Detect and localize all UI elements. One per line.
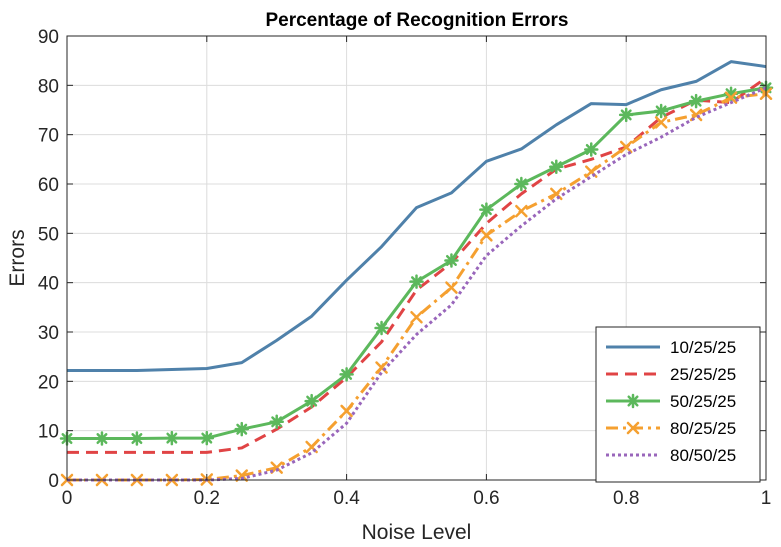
x-axis-label: Noise Level bbox=[362, 521, 472, 544]
x-tick-label: 0.8 bbox=[613, 488, 639, 509]
data-point-x bbox=[270, 461, 283, 474]
y-tick-label: 60 bbox=[38, 175, 59, 196]
legend-label-3: 50/25/25 bbox=[670, 392, 736, 411]
data-point-x bbox=[626, 421, 640, 435]
data-point-x bbox=[724, 91, 738, 104]
x-tick-label: 1 bbox=[761, 488, 772, 509]
data-point-x bbox=[340, 404, 353, 418]
chart-title: Percentage of Recognition Errors bbox=[265, 10, 568, 31]
data-point-star bbox=[625, 393, 641, 409]
data-point-star bbox=[164, 430, 180, 446]
y-tick-label: 80 bbox=[38, 76, 59, 97]
data-point-star bbox=[409, 274, 424, 289]
data-point-x bbox=[480, 229, 493, 242]
data-point-x bbox=[410, 310, 423, 324]
data-point-star bbox=[304, 393, 319, 409]
data-point-star bbox=[374, 320, 389, 336]
data-point-star bbox=[339, 367, 354, 382]
data-point-star bbox=[514, 176, 529, 192]
data-point-star bbox=[688, 93, 704, 109]
data-point-star bbox=[653, 103, 669, 119]
data-point-x bbox=[515, 204, 528, 218]
x-tick-label: 0.6 bbox=[473, 488, 499, 509]
data-point-star bbox=[618, 107, 634, 123]
series-line-1 bbox=[67, 60, 767, 372]
data-point-star bbox=[129, 431, 145, 446]
data-point-x bbox=[619, 140, 633, 154]
x-tick-label: 0.2 bbox=[194, 488, 220, 509]
legend-label-1: 10/25/25 bbox=[670, 338, 736, 357]
y-tick-label: 30 bbox=[38, 323, 59, 344]
y-tick-label: 20 bbox=[38, 372, 59, 393]
y-tick-label: 10 bbox=[38, 422, 59, 443]
legend-label-4: 80/25/25 bbox=[670, 419, 736, 438]
data-point-star bbox=[479, 202, 494, 217]
data-point-star bbox=[94, 431, 110, 446]
series-line-2 bbox=[67, 76, 767, 454]
data-point-star bbox=[584, 142, 599, 157]
y-axis-label: Errors bbox=[6, 229, 29, 286]
data-point-x bbox=[235, 469, 248, 482]
y-tick-label: 70 bbox=[38, 126, 59, 147]
data-point-x bbox=[654, 116, 668, 129]
plot-frame bbox=[66, 35, 767, 481]
data-point-star bbox=[199, 430, 215, 446]
y-tick-label: 90 bbox=[38, 27, 59, 48]
y-tick-label: 40 bbox=[38, 274, 59, 295]
y-tick-label: 50 bbox=[38, 224, 59, 245]
x-tick-label: 0 bbox=[62, 488, 73, 509]
data-point-star bbox=[444, 253, 459, 268]
data-point-star bbox=[234, 421, 249, 437]
x-tick-label: 0.4 bbox=[333, 488, 360, 509]
y-tick-label: 0 bbox=[48, 471, 59, 492]
data-point-x bbox=[445, 281, 458, 294]
legend-label-2: 25/25/25 bbox=[670, 365, 736, 384]
data-point-star bbox=[269, 414, 284, 430]
legend-box bbox=[595, 326, 761, 483]
series-layer bbox=[59, 60, 774, 487]
legend: 10/25/25 25/25/25 50/25/25 80/25/25 80/50/25 bbox=[595, 326, 761, 483]
legend-label-5: 80/50/25 bbox=[670, 446, 736, 465]
data-point-star bbox=[549, 159, 564, 174]
